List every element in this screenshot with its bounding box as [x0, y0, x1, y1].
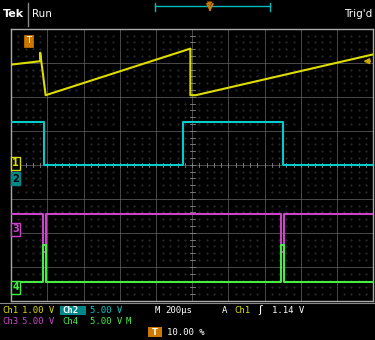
Bar [60, 306, 86, 315]
Text: A: A [222, 306, 227, 315]
Text: M: M [126, 317, 131, 326]
Text: Ch4: Ch4 [62, 317, 78, 326]
Text: T: T [26, 36, 31, 45]
Text: 10.00 %: 10.00 % [167, 327, 205, 337]
Text: M: M [155, 306, 160, 315]
Text: 4: 4 [12, 282, 19, 292]
Text: 200μs: 200μs [165, 306, 192, 315]
Text: 3: 3 [12, 224, 19, 235]
Text: ʃ: ʃ [258, 305, 262, 315]
Text: 5.00 V: 5.00 V [90, 306, 122, 315]
Text: Ch1: Ch1 [234, 306, 250, 315]
Text: ▼: ▼ [207, 1, 213, 7]
Text: 5.00 V: 5.00 V [90, 317, 122, 326]
Text: T: T [152, 327, 158, 337]
Bar [148, 327, 162, 337]
Text: Run: Run [32, 10, 52, 19]
Text: 1: 1 [12, 158, 19, 168]
Text: 5.00 V: 5.00 V [22, 317, 54, 326]
Text: Trig'd: Trig'd [344, 10, 372, 19]
Text: 2: 2 [12, 173, 19, 184]
Text: 1.14 V: 1.14 V [272, 306, 304, 315]
Text: Ch1: Ch1 [2, 306, 18, 315]
Text: Ch2: Ch2 [62, 306, 78, 315]
Text: Tek: Tek [3, 10, 24, 19]
Text: Ch3: Ch3 [2, 317, 18, 326]
Text: 1.00 V: 1.00 V [22, 306, 54, 315]
